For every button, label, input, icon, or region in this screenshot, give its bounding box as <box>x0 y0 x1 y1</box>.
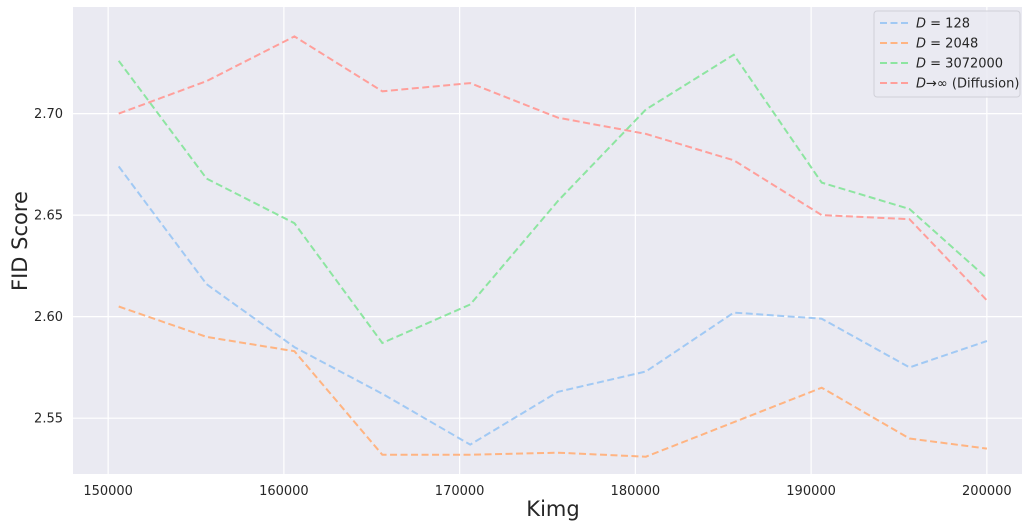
series-lines <box>117 35 988 458</box>
y-tick-label: 2.70 <box>34 107 63 122</box>
x-axis-ticks: 150000 160000 170000 180000 190000 200000 <box>83 484 1011 499</box>
x-tick-label: 180000 <box>611 484 661 499</box>
legend-label: D = 3072000 <box>916 57 1003 72</box>
x-tick-label: 190000 <box>786 484 836 499</box>
legend-label: D = 2048 <box>916 37 978 52</box>
legend-box <box>873 10 1021 98</box>
x-tick-label: 160000 <box>259 484 309 499</box>
x-tick-label: 170000 <box>435 484 485 499</box>
series-line <box>118 35 988 302</box>
y-tick-label: 2.60 <box>34 310 63 325</box>
y-axis-label: FID Score <box>8 191 32 291</box>
y-axis-ticks: 2.55 2.60 2.65 2.70 <box>34 107 63 427</box>
legend: D = 128 D = 2048 D = 3072000 D→∞ (Diffusion… <box>873 10 1021 98</box>
x-tick-label: 150000 <box>83 484 133 499</box>
y-tick-label: 2.65 <box>34 209 63 224</box>
series-line <box>117 165 988 446</box>
y-tick-label: 2.55 <box>34 412 63 427</box>
series-line <box>117 53 988 345</box>
legend-label: D = 128 <box>916 17 970 32</box>
legend-label: D→∞ (Diffusion) <box>916 77 1019 92</box>
x-tick-label: 200000 <box>962 484 1012 499</box>
x-axis-label: Kimg <box>526 497 579 521</box>
series-line <box>118 305 988 458</box>
plot-background <box>73 7 1022 474</box>
